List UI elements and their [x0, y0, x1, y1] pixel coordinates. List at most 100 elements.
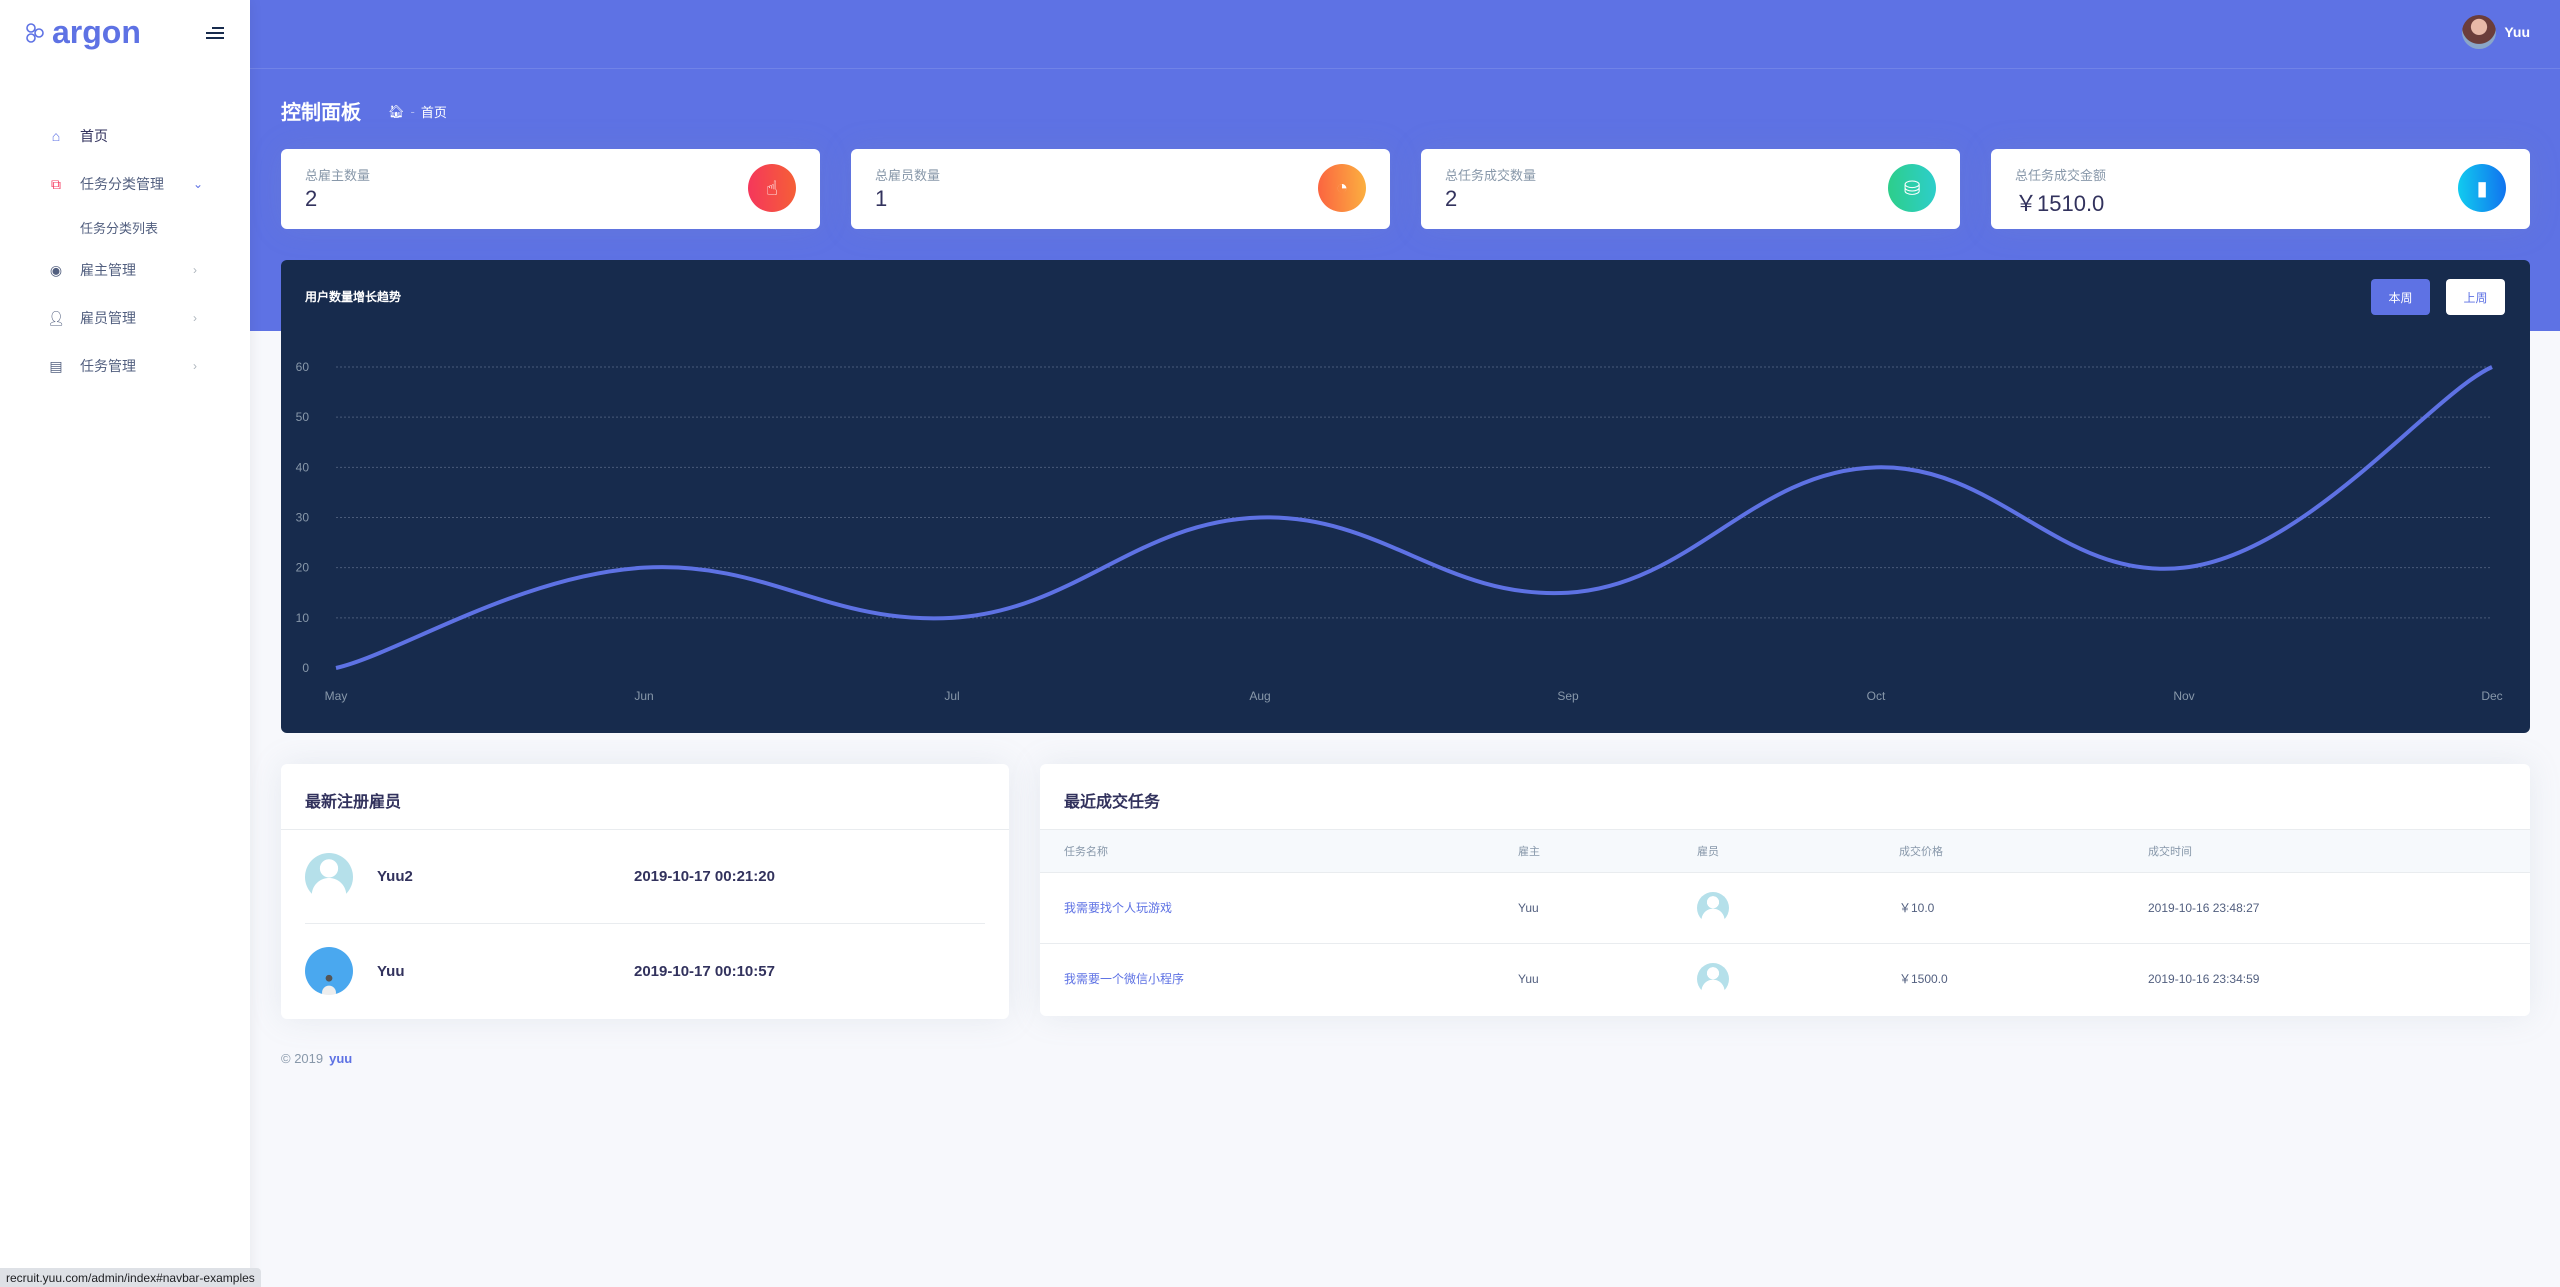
- avatar: [1697, 891, 1729, 924]
- y-tick-label: 10: [296, 611, 310, 625]
- employer: Yuu: [1494, 872, 1673, 944]
- breadcrumb: 🏠︎ - 首页: [388, 102, 447, 121]
- this-week-button[interactable]: 本周: [2371, 279, 2430, 315]
- sidebar-item-label: 任务管理: [80, 358, 136, 374]
- x-tick-label: Aug: [1249, 689, 1270, 703]
- user-name: Yuu: [2504, 24, 2530, 40]
- chevron-right-icon: ›: [193, 359, 197, 373]
- price: ￥10.0: [1875, 872, 2124, 944]
- sidenav-toggle-icon[interactable]: [206, 24, 224, 42]
- stat-card: 总任务成交数量 2 ⛁: [1421, 149, 1960, 229]
- bar-chart-icon: ▮: [2458, 164, 2506, 212]
- money-coins-icon: ⛁: [1888, 164, 1936, 212]
- employee-name: Yuu: [377, 962, 405, 980]
- col-employee: 雇员: [1673, 830, 1875, 873]
- footer-link[interactable]: yuu: [329, 1051, 353, 1066]
- stat-card: 总雇员数量 1 ◔: [851, 149, 1390, 229]
- sidebar-item-tasks[interactable]: ▤ 任务管理 ›: [0, 342, 250, 390]
- sidebar-item-label: 雇主管理: [80, 262, 136, 278]
- table-row: 我需要一个微信小程序 Yuu ￥1500.0 2019-10-16 23:34:…: [1040, 943, 2530, 1014]
- atom-icon: [26, 22, 44, 43]
- stat-card: 总雇主数量 2 ☝: [281, 149, 820, 229]
- stat-label: 总雇主数量: [305, 168, 371, 183]
- sidebar-item-label: 雇员管理: [80, 310, 136, 326]
- avatar: [2462, 15, 2497, 49]
- price: ￥1500.0: [1899, 972, 1948, 987]
- stat-label: 总任务成交数量: [1445, 168, 1537, 183]
- brand-name: argon: [52, 14, 141, 50]
- sidebar-item-label: 任务分类管理: [80, 176, 164, 192]
- home-icon[interactable]: 🏠︎: [388, 103, 405, 119]
- time: 2019-10-16 23:34:59: [2148, 971, 2260, 986]
- copy-icon: ⧉: [51, 175, 61, 192]
- user-menu[interactable]: Yuu: [2462, 15, 2530, 49]
- y-tick-label: 60: [296, 360, 310, 374]
- sidebar-item-employees[interactable]: 👤︎ 雇员管理 ›: [0, 294, 250, 342]
- y-tick-label: 20: [296, 561, 310, 575]
- line-chart: 0 10 20 30 40 50 60 May Jun Jul Aug Sep Oct Nov Dec: [296, 360, 2503, 703]
- hand-pointer-icon: ☝: [748, 164, 796, 212]
- breadcrumb-separator: -: [410, 104, 415, 119]
- employee-cell: [1673, 943, 1875, 1014]
- pie-chart-icon: ◔: [1318, 164, 1366, 212]
- table-row: 我需要找个人玩游戏 Yuu ￥10.0 2019-10-16 23:48:27: [1040, 872, 2530, 944]
- store-icon: ⌂: [51, 128, 61, 144]
- tasks-table: 任务名称 雇主 雇员 成交价格 成交时间 我需要找个人玩游戏 Yuu ￥10.0…: [1040, 830, 2530, 1014]
- card-icon: ▤: [49, 357, 63, 374]
- avatar: [305, 852, 353, 901]
- x-tick-label: May: [325, 689, 348, 703]
- stat-value: 2: [305, 186, 318, 211]
- stat-value: ￥1510.0: [2015, 191, 2105, 216]
- chevron-down-icon: ⌄: [193, 177, 204, 191]
- series-line: [335, 365, 2493, 670]
- user-growth-chart-card: 用户数量增长趋势 本周 上周 0 10 20 30 40 50 60 May Jun Jul Aug…: [281, 260, 2530, 733]
- stat-label: 总任务成交金额: [2015, 168, 2107, 183]
- copyright: © 2019: [281, 1051, 324, 1066]
- last-week-button[interactable]: 上周: [2446, 279, 2505, 315]
- chevron-right-icon: ›: [193, 311, 197, 325]
- x-tick-label: Jul: [944, 689, 959, 703]
- stat-label: 总雇员数量: [875, 168, 941, 183]
- task-link[interactable]: 我需要一个微信小程序: [1064, 972, 1185, 987]
- avatar: [1697, 962, 1729, 995]
- card-title: 最新注册雇员: [281, 764, 1009, 830]
- stat-value: 1: [875, 186, 888, 211]
- user-icon: 👤︎: [47, 309, 65, 326]
- sidebar: argon ⌂ 首页 ⧉ 任务分类管理 ⌄ 任务分类列表 ◉ 雇主管理 › 👤︎ 雇员管理 ›…: [0, 0, 250, 1287]
- employee-time: 2019-10-17 00:21:20: [634, 868, 775, 885]
- footer: © 2019 yuu: [281, 1051, 352, 1066]
- col-employer: 雇主: [1494, 830, 1673, 873]
- col-task-name: 任务名称: [1040, 830, 1494, 873]
- employee-name: Yuu2: [377, 868, 413, 885]
- col-time: 成交时间: [2124, 830, 2530, 873]
- employee-time: 2019-10-17 00:10:57: [634, 962, 775, 980]
- sidebar-item-employers[interactable]: ◉ 雇主管理 ›: [0, 246, 250, 294]
- stat-value: 2: [1445, 186, 1458, 211]
- status-bar-url: recruit.yuu.com/admin/index#navbar-examp…: [0, 1268, 261, 1287]
- page-title: 控制面板: [281, 102, 361, 124]
- card-title: 最近成交任务: [1040, 764, 2530, 830]
- new-employees-card: 最新注册雇员 Yuu2 2019-10-17 00:21:20 Yuu 2019-1…: [281, 764, 1009, 1019]
- user-circle-icon: ◉: [49, 261, 63, 278]
- employer: Yuu: [1518, 971, 1539, 986]
- col-price: 成交价格: [1875, 830, 2124, 873]
- topbar: Yuu: [250, 0, 2560, 69]
- y-tick-label: 40: [296, 460, 310, 474]
- x-tick-label: Dec: [2481, 689, 2502, 703]
- y-tick-label: 30: [296, 511, 310, 525]
- brand-logo[interactable]: argon: [24, 14, 141, 51]
- sidebar-item-home[interactable]: ⌂ 首页: [0, 112, 250, 160]
- recent-tasks-card: 最近成交任务 任务名称 雇主 雇员 成交价格 成交时间 我需要找个人玩游戏 Yu…: [1040, 764, 2530, 1016]
- sidebar-item-task-category[interactable]: ⧉ 任务分类管理 ⌄: [0, 160, 250, 208]
- chevron-right-icon: ›: [193, 263, 197, 277]
- employee-cell: [1673, 872, 1875, 944]
- time: 2019-10-16 23:48:27: [2124, 872, 2530, 944]
- sidebar-subitem-task-category-list[interactable]: 任务分类列表: [80, 220, 159, 236]
- x-tick-label: Nov: [2173, 689, 2194, 703]
- sidebar-nav: ⌂ 首页 ⧉ 任务分类管理 ⌄ 任务分类列表 ◉ 雇主管理 › 👤︎ 雇员管理 › ▤ 任务管理…: [0, 112, 250, 390]
- breadcrumb-current: 首页: [420, 105, 447, 120]
- y-tick-label: 0: [302, 661, 309, 675]
- stat-card: 总任务成交金额 ￥1510.0 ▮: [1991, 149, 2530, 229]
- task-link[interactable]: 我需要找个人玩游戏: [1040, 872, 1494, 944]
- list-item: Yuu 2019-10-17 00:10:57: [305, 924, 985, 1018]
